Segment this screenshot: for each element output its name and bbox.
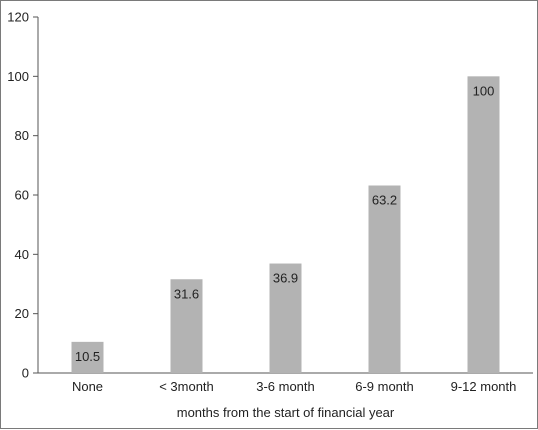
- y-tick-label: 100: [7, 69, 29, 84]
- bar: [368, 185, 401, 373]
- data-label: 10.5: [75, 349, 100, 364]
- data-label: 100: [473, 83, 495, 98]
- bar: [467, 76, 500, 373]
- y-tick-label: 80: [15, 128, 29, 143]
- x-axis-title: months from the start of financial year: [177, 405, 395, 420]
- y-tick-label: 60: [15, 188, 29, 203]
- data-label: 31.6: [174, 286, 199, 301]
- x-tick-label: None: [72, 379, 103, 394]
- x-axis: None < 3month 3-6 month 6-9 month 9-12 month: [38, 372, 533, 394]
- y-tick-label: 0: [22, 366, 29, 381]
- bar: [269, 263, 302, 373]
- x-tick-label: 6-9 month: [355, 379, 414, 394]
- y-axis: 0 20 40 60 80 100 120: [7, 10, 39, 381]
- x-tick-label: < 3month: [159, 379, 214, 394]
- bar: [71, 341, 104, 373]
- bars: [71, 76, 500, 373]
- bar: [170, 279, 203, 373]
- data-label: 63.2: [372, 193, 397, 208]
- x-tick-label: 9-12 month: [451, 379, 517, 394]
- y-tick-label: 40: [15, 247, 29, 262]
- y-tick-label: 120: [7, 10, 29, 25]
- data-label: 36.9: [273, 271, 298, 286]
- y-tick-label: 20: [15, 306, 29, 321]
- x-tick-label: 3-6 month: [256, 379, 315, 394]
- data-labels: 10.5 31.6 36.9 63.2 100: [75, 83, 495, 364]
